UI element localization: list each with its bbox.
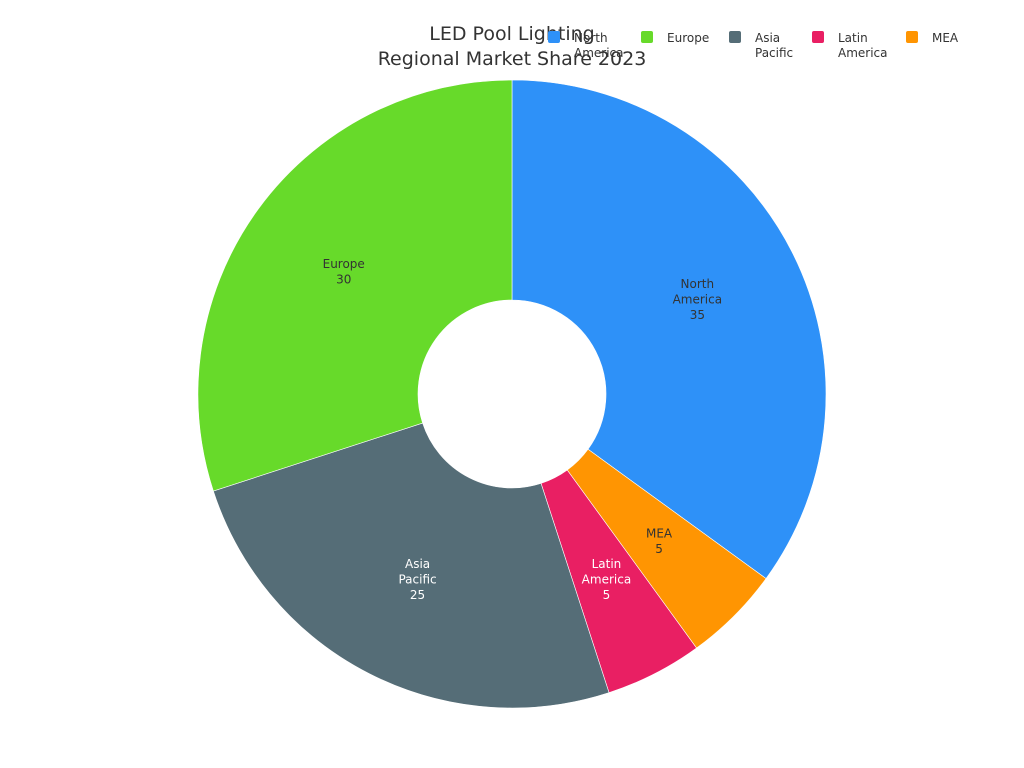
legend-item[interactable]: North America [548, 31, 624, 60]
slice-label: North America 35 [673, 277, 723, 322]
slice-label: Europe 30 [323, 257, 365, 287]
chart-title-line: Regional Market Share 2023 [378, 48, 647, 70]
legend-item[interactable]: MEA [906, 31, 959, 45]
legend-label: Europe [667, 31, 709, 45]
chart-legend: North America Europe Asia Pacific Latin Americ… [548, 31, 959, 60]
slice-asia-pacific[interactable] [212, 422, 610, 709]
legend-swatch [729, 31, 741, 43]
legend-swatch [812, 31, 824, 43]
legend-label: Asia Pacific [755, 31, 793, 60]
legend-swatch [641, 31, 653, 43]
slice-label: Asia Pacific 25 [398, 557, 436, 602]
legend-item[interactable]: Europe [641, 31, 709, 45]
slice-europe[interactable] [197, 79, 513, 492]
legend-swatch [548, 31, 560, 43]
slice-label: MEA 5 [646, 526, 673, 556]
chart-slice-labels: North America 35 MEA 5 Latin America 5 Asia Pacif… [323, 257, 722, 602]
legend-item[interactable]: Asia Pacific [729, 31, 793, 60]
legend-swatch [906, 31, 918, 43]
legend-label: MEA [932, 31, 959, 45]
legend-label: North America [574, 31, 624, 60]
chart-slices [197, 79, 827, 709]
chart-title-line: LED Pool Lighting [429, 23, 594, 45]
legend-item[interactable]: Latin America [812, 31, 888, 60]
slice-label: Latin America 5 [582, 557, 632, 602]
slice-north-america[interactable] [511, 79, 827, 579]
legend-label: Latin America [838, 31, 888, 60]
